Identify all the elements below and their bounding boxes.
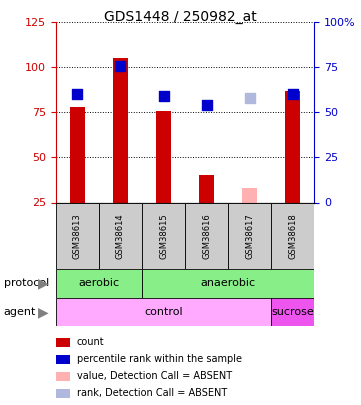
Bar [70,107,85,202]
Point [118,62,123,69]
Text: anaerobic: anaerobic [200,279,256,288]
Text: GSM38618: GSM38618 [288,213,297,259]
Point [161,93,166,99]
Text: ▶: ▶ [38,277,49,290]
Text: value, Detection Call = ABSENT: value, Detection Call = ABSENT [77,371,232,381]
Text: control: control [144,307,183,317]
Bar [56,298,271,326]
Bar [99,202,142,269]
Text: rank, Detection Call = ABSENT: rank, Detection Call = ABSENT [77,388,227,398]
Point [204,102,209,109]
Bar [113,58,128,202]
Text: GSM38614: GSM38614 [116,213,125,259]
Point [247,95,252,101]
Text: percentile rank within the sample: percentile rank within the sample [77,354,242,364]
Bar [285,91,300,202]
Bar [142,269,314,298]
Bar [228,202,271,269]
Text: GSM38613: GSM38613 [73,213,82,259]
Bar [156,111,171,202]
Text: count: count [77,337,105,347]
Bar [242,188,257,202]
Text: GSM38616: GSM38616 [202,213,211,259]
Text: agent: agent [4,307,36,317]
Bar [199,175,214,202]
Text: GDS1448 / 250982_at: GDS1448 / 250982_at [104,10,257,24]
Bar [271,298,314,326]
Text: aerobic: aerobic [78,279,119,288]
Bar [185,202,228,269]
Text: sucrose: sucrose [271,307,314,317]
Text: ▶: ▶ [38,305,49,319]
Bar [56,269,142,298]
Text: GSM38617: GSM38617 [245,213,254,259]
Point [75,91,81,98]
Text: protocol: protocol [4,279,49,288]
Bar [271,202,314,269]
Bar [142,202,185,269]
Text: GSM38615: GSM38615 [159,213,168,259]
Bar [56,202,99,269]
Point [290,91,295,98]
